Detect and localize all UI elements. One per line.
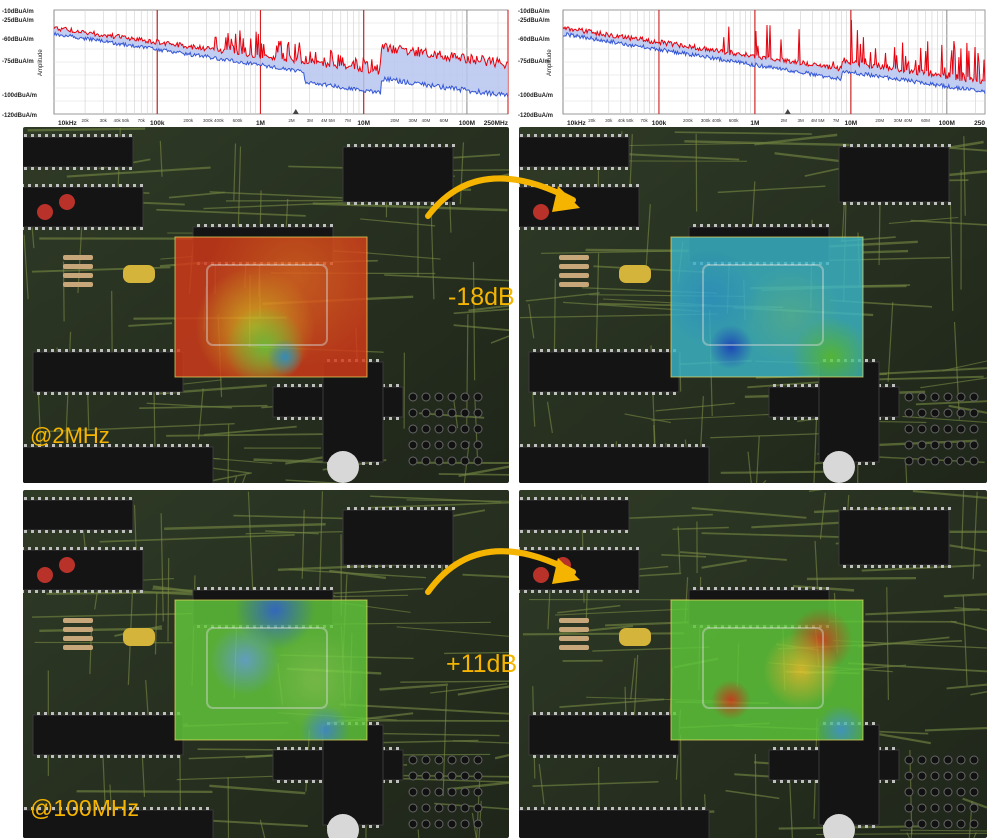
x-tick-label-minor: 7M	[833, 118, 840, 123]
x-tick-label-minor: 30M	[409, 118, 418, 123]
x-tick-label-minor: 200k	[183, 118, 194, 123]
x-tick-label-minor: 7M	[345, 118, 352, 123]
x-tick-label: 100M	[459, 120, 475, 127]
x-tick-label-minor: 200k	[683, 118, 694, 123]
x-tick-label: 1M	[256, 120, 265, 127]
y-axis-title: Amplitude	[38, 49, 44, 76]
x-tick-label-minor: 20M	[390, 118, 399, 123]
x-tick-label-minor: 300k 400k	[701, 118, 723, 123]
x-tick-label-minor: 30M 40M	[894, 118, 913, 123]
y-tick-label: -120dBuA/m	[518, 113, 553, 119]
x-tick-label-minor: 30k	[605, 118, 613, 123]
curved-arrow-icon	[425, 175, 580, 219]
x-tick-label-minor: 600k	[729, 118, 740, 123]
x-tick-label-minor: 60M	[921, 118, 930, 123]
x-tick-label-minor: 60M	[440, 118, 449, 123]
x-tick-label-minor: 4M 5M	[811, 118, 825, 123]
x-tick-label-minor: 30k	[100, 118, 108, 123]
delta-label-2mhz: -18dB	[448, 283, 515, 311]
x-tick-label: 10M	[357, 120, 370, 127]
x-tick-label-minor: 4M 5M	[321, 118, 335, 123]
x-tick-label: 10kHz	[58, 120, 78, 127]
x-tick-label-minor: 2M	[781, 118, 788, 123]
x-tick-label-minor: 2M	[288, 118, 295, 123]
pcb-photo-heatmap	[519, 490, 987, 838]
x-tick-label-minor: 40k 50k	[618, 118, 635, 123]
x-tick-label-minor: 70k	[138, 118, 146, 123]
spectrum-plot-before: -10dBuA/m -25dBuA/m -60dBuA/m -75dBuA/m -100…	[0, 0, 510, 128]
x-tick-label-minor: 300k 400k	[203, 118, 225, 123]
x-tick-label: 100k	[150, 120, 165, 127]
y-tick-label: -10dBuA/m	[518, 9, 550, 15]
x-tick-label-minor: 20M	[875, 118, 884, 123]
x-tick-label: 250	[974, 120, 985, 127]
x-tick-label-minor: 40M	[421, 118, 430, 123]
frequency-label-100mhz: @100MHz	[30, 795, 139, 821]
x-tick-label: 10kHz	[567, 120, 587, 127]
y-tick-label: -60dBuA/m	[518, 37, 550, 43]
pcb-panel-100mhz-after	[519, 490, 987, 838]
x-tick-label-minor: 600k	[233, 118, 244, 123]
pcb-panel-2mhz-after	[519, 127, 987, 483]
pcb-photo-heatmap	[23, 490, 509, 838]
x-tick-label-minor: 20k	[81, 118, 89, 123]
x-tick-label: 10M	[845, 120, 858, 127]
y-tick-label: -100dBuA/m	[2, 93, 37, 99]
y-tick-label: -10dBuA/m	[2, 9, 34, 15]
pcb-photo-heatmap	[519, 127, 987, 483]
y-tick-label: -25dBuA/m	[518, 18, 550, 24]
frequency-label-2mhz: @2MHz	[30, 423, 110, 448]
spectrum-chart-after: -10dBuA/m -25dBuA/m -60dBuA/m -75dBuA/m -100…	[518, 9, 986, 127]
x-tick-label: 250MHz	[484, 120, 509, 127]
x-tick-label-minor: 3M	[798, 118, 805, 123]
x-tick-label-minor: 20k	[588, 118, 596, 123]
pcb-panel-100mhz-before	[23, 490, 509, 838]
pcb-panel-2mhz-before	[23, 127, 509, 483]
pcb-photo-heatmap	[23, 127, 509, 483]
delta-label-100mhz: +11dB	[446, 650, 518, 678]
y-tick-label: -75dBuA/m	[518, 59, 550, 65]
x-tick-label-minor: 3M	[307, 118, 314, 123]
y-tick-label: -75dBuA/m	[2, 59, 34, 65]
y-tick-label: -100dBuA/m	[518, 93, 553, 99]
spectrum-chart-before: -10dBuA/m -25dBuA/m -60dBuA/m -75dBuA/m -100…	[2, 9, 509, 127]
curved-arrow-icon	[425, 548, 580, 595]
y-tick-label: -25dBuA/m	[2, 18, 34, 24]
x-tick-label-minor: 70k	[640, 118, 648, 123]
x-tick-label: 100M	[939, 120, 955, 127]
y-tick-label: -120dBuA/m	[2, 113, 37, 119]
spectrum-plot-after: -10dBuA/m -25dBuA/m -60dBuA/m -75dBuA/m -100…	[516, 0, 987, 128]
x-tick-label: 1M	[750, 120, 759, 127]
x-tick-label: 100k	[652, 120, 667, 127]
x-tick-label-minor: 40k 50k	[114, 118, 131, 123]
y-axis-title: Amplitude	[547, 49, 553, 76]
y-tick-label: -60dBuA/m	[2, 37, 34, 43]
